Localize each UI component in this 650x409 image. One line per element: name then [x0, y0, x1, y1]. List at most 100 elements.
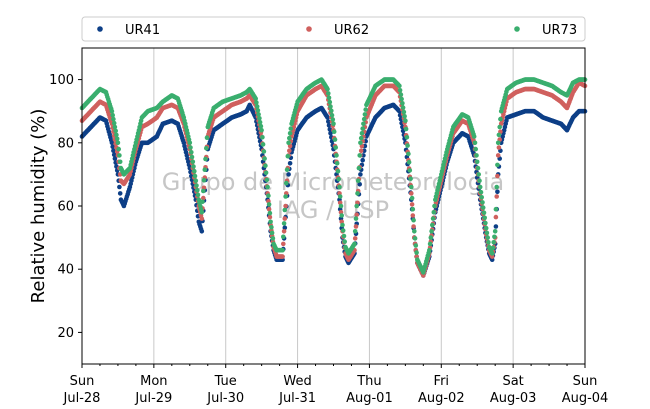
data-point — [409, 184, 414, 190]
data-point — [115, 140, 121, 146]
data-point — [287, 135, 292, 141]
data-point — [482, 215, 488, 221]
data-point — [325, 86, 330, 92]
data-point — [117, 191, 123, 196]
data-point — [406, 151, 411, 157]
y-tick-label: 80 — [57, 136, 74, 151]
data-point — [200, 199, 205, 204]
data-point — [479, 195, 485, 200]
data-point — [261, 149, 267, 154]
data-point — [397, 83, 402, 89]
data-point — [282, 216, 288, 221]
legend-frame — [81, 16, 586, 42]
data-point — [287, 148, 292, 153]
x-tick-label-day: Sun — [573, 374, 598, 389]
data-point — [358, 148, 364, 153]
data-point — [480, 205, 486, 210]
data-point — [112, 124, 118, 130]
data-point — [342, 239, 348, 244]
data-point — [397, 88, 403, 93]
data-point — [199, 210, 205, 215]
data-point — [204, 146, 209, 151]
data-point — [267, 210, 273, 216]
data-point — [493, 214, 499, 220]
data-point — [355, 178, 361, 183]
data-point — [111, 152, 117, 157]
data-point — [113, 128, 118, 134]
data-point — [193, 178, 199, 183]
legend-marker — [514, 26, 520, 32]
data-point — [492, 229, 498, 234]
data-point — [480, 200, 485, 205]
data-point — [331, 121, 336, 127]
data-point — [269, 225, 274, 230]
data-point — [285, 153, 291, 159]
y-axis-label: Relative humidity (%) — [28, 109, 49, 304]
data-point — [264, 177, 270, 183]
data-point — [477, 178, 482, 183]
data-point — [114, 132, 119, 138]
data-point — [254, 100, 259, 105]
data-point — [281, 241, 286, 247]
data-point — [341, 233, 347, 239]
data-point — [257, 120, 263, 125]
data-point — [353, 224, 359, 229]
data-point — [400, 101, 405, 106]
watermark-line-2: IAG / USP — [277, 196, 389, 224]
data-point — [329, 108, 334, 114]
data-point — [358, 135, 364, 141]
data-point — [493, 224, 499, 229]
data-point — [475, 165, 481, 171]
data-point — [408, 176, 413, 181]
data-point — [325, 115, 330, 120]
data-point — [110, 144, 115, 150]
data-point — [287, 161, 293, 166]
data-point — [254, 104, 260, 109]
data-point — [110, 112, 115, 118]
data-point — [189, 154, 195, 160]
data-point — [195, 187, 200, 193]
data-point — [337, 184, 342, 190]
data-point — [362, 112, 368, 117]
data-point — [431, 210, 437, 215]
data-point — [287, 131, 293, 136]
y-tick-label: 100 — [49, 73, 74, 88]
data-point — [427, 247, 432, 253]
data-point — [194, 183, 199, 188]
data-point — [333, 145, 339, 150]
data-point — [331, 129, 337, 134]
data-point — [281, 229, 287, 234]
data-point — [427, 241, 433, 247]
data-point — [356, 165, 362, 171]
data-point — [400, 105, 406, 110]
data-point — [361, 116, 367, 122]
data-point — [361, 121, 366, 127]
legend-marker — [97, 26, 103, 32]
data-point — [401, 109, 407, 115]
data-point — [330, 117, 336, 122]
x-tick-label-day: Sat — [502, 374, 523, 389]
data-point — [334, 153, 339, 158]
x-tick-label-date: Jul-28 — [63, 391, 101, 406]
x-tick-label-date: Jul-30 — [206, 391, 244, 406]
x-tick-label-date: Jul-29 — [134, 391, 172, 406]
data-point — [491, 240, 497, 245]
watermark-line-1: Grupo de Micrometeorologia — [162, 168, 504, 196]
data-point — [360, 126, 366, 131]
data-point — [352, 229, 358, 234]
data-point — [412, 229, 417, 234]
data-point — [260, 142, 266, 147]
data-point — [410, 213, 416, 218]
x-tick-label-day: Fri — [434, 374, 450, 389]
data-point — [498, 116, 503, 122]
data-point — [256, 112, 261, 117]
data-point — [266, 206, 272, 212]
data-point — [340, 228, 346, 233]
y-tick-label: 40 — [57, 263, 74, 278]
data-point — [280, 247, 285, 253]
data-point — [281, 234, 286, 240]
data-point — [360, 157, 366, 163]
data-point — [399, 96, 404, 102]
data-point — [286, 140, 291, 146]
data-point — [429, 229, 434, 234]
